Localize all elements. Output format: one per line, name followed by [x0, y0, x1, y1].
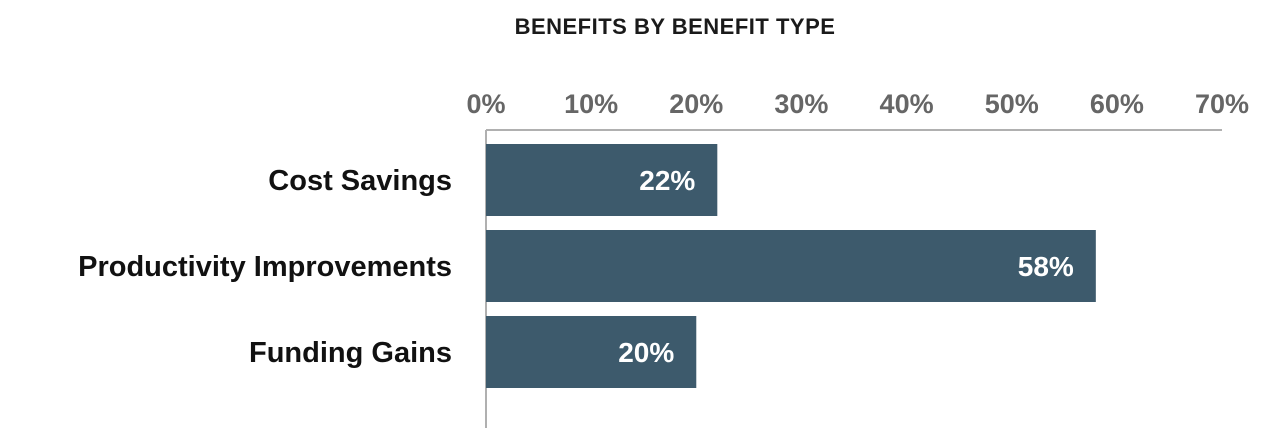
bar: [486, 230, 1096, 302]
chart-title: BENEFITS BY BENEFIT TYPE: [514, 14, 836, 39]
data-label: 58%: [1018, 251, 1074, 282]
data-label: 20%: [618, 337, 674, 368]
x-tick-label: 70%: [1195, 89, 1249, 119]
bar: [486, 144, 718, 216]
x-tick-label: 60%: [1090, 89, 1144, 119]
x-tick-label: 30%: [774, 89, 828, 119]
data-label: 22%: [639, 165, 695, 196]
category-label: Funding Gains: [249, 337, 452, 369]
x-tick-label: 10%: [564, 89, 618, 119]
x-tick-label: 0%: [466, 89, 505, 119]
x-tick-label: 20%: [669, 89, 723, 119]
x-tick-label: 50%: [985, 89, 1039, 119]
x-tick-label: 40%: [880, 89, 934, 119]
bar: [486, 316, 697, 388]
category-label: Productivity Improvements: [78, 251, 452, 283]
category-label: Cost Savings: [268, 165, 452, 197]
